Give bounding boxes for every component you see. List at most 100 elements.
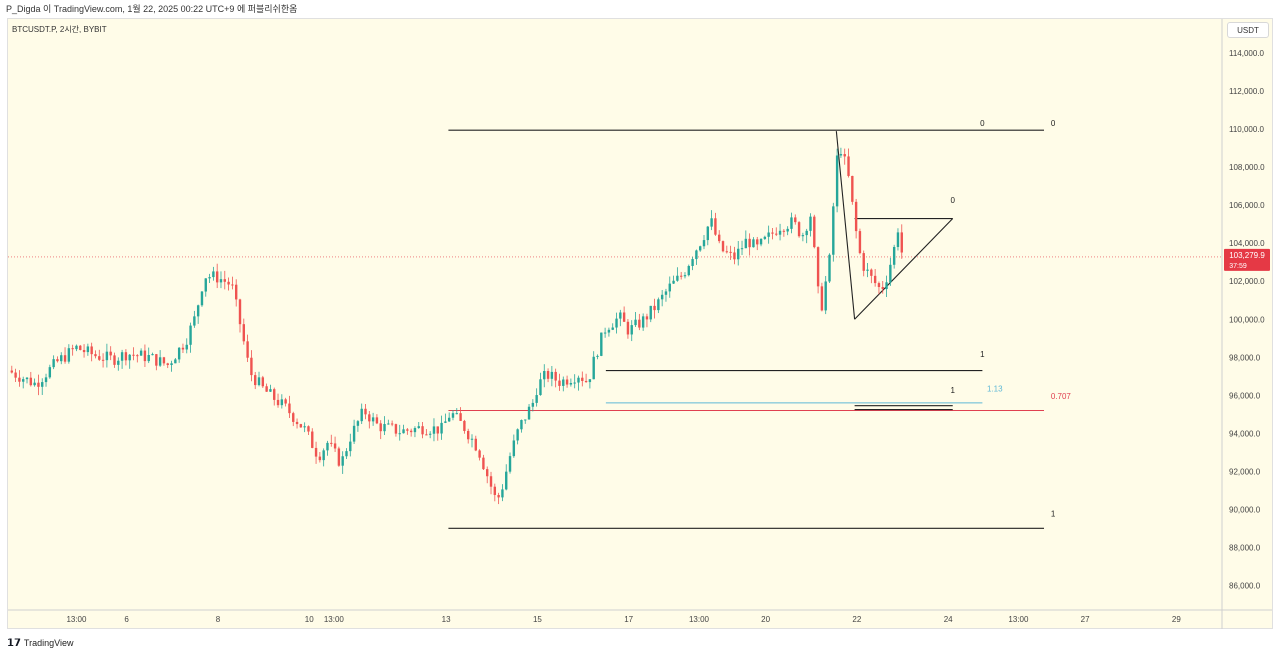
candle-body (117, 360, 120, 365)
candle-body (227, 281, 230, 285)
candle-body (577, 377, 580, 383)
candle-body (444, 421, 447, 423)
candle-body (360, 408, 363, 422)
candle-body (288, 403, 291, 414)
candle-body (269, 389, 272, 392)
candle-body (466, 430, 470, 440)
candle-body (48, 367, 52, 378)
candle-body (166, 363, 169, 366)
candle-body (409, 430, 413, 433)
symbol-label: BTCUSDT.P, 2시간, BYBIT (12, 25, 107, 34)
candle-body (432, 426, 436, 434)
candle-body (896, 232, 900, 247)
candle-body (809, 216, 812, 231)
candle-body (797, 222, 801, 237)
candle-body (193, 316, 196, 326)
candle-body (634, 319, 637, 326)
candle-body (737, 248, 740, 260)
candle-body (607, 329, 611, 333)
y-tick-label: 114,000.0 (1229, 49, 1265, 58)
candle-body (170, 363, 173, 366)
y-tick-label: 94,000.0 (1229, 429, 1261, 438)
candle-body (177, 347, 181, 360)
candle-body (775, 233, 778, 235)
candle-body (280, 399, 284, 406)
y-tick-label: 92,000.0 (1229, 467, 1261, 476)
x-tick-label: 17 (624, 615, 633, 624)
candle-body (436, 426, 439, 434)
candle-body (200, 291, 204, 306)
x-tick-label: 22 (852, 615, 861, 624)
candle-body (63, 355, 67, 362)
candle-body (482, 457, 485, 470)
candle-body (421, 426, 424, 435)
candle-body (660, 294, 664, 300)
candle-body (900, 232, 903, 253)
level-label: 1 (950, 386, 955, 395)
y-tick-label: 112,000.0 (1229, 87, 1265, 96)
candle-body (505, 471, 508, 490)
candle-body (695, 250, 698, 260)
candle-body (558, 380, 561, 386)
candle-body (341, 456, 344, 466)
candle-body (56, 359, 59, 362)
candle-body (52, 359, 55, 368)
candle-body (345, 451, 348, 457)
currency-selector[interactable]: USDT (1227, 22, 1269, 38)
candle-body (600, 332, 603, 356)
candle-body (486, 469, 489, 477)
candle-body (870, 269, 873, 276)
candle-body (368, 414, 371, 422)
candle-body (387, 423, 390, 425)
candle-body (698, 246, 702, 251)
candle-body (246, 341, 249, 358)
candle-body (858, 231, 862, 254)
trend-segment (854, 218, 954, 320)
candle-body (493, 486, 497, 495)
candle-body (782, 230, 786, 232)
candle-body (90, 346, 93, 355)
candle-body (394, 424, 398, 434)
candle-body (805, 230, 808, 236)
candle-body (417, 426, 420, 429)
x-tick-label: 13 (442, 615, 451, 624)
candle-body (584, 380, 588, 383)
candle-body (489, 476, 493, 487)
candle-body (721, 241, 725, 252)
level-label: 1 (1051, 510, 1056, 519)
level-label: 0.707 (1051, 392, 1072, 401)
candle-body (204, 278, 207, 292)
x-tick-label: 10 (305, 615, 314, 624)
candle-body (702, 240, 706, 247)
candle-body (231, 284, 234, 286)
candle-body (292, 413, 295, 422)
candle-body (622, 312, 626, 322)
candle-body (508, 456, 512, 472)
candle-body (349, 441, 352, 452)
candle-body (105, 351, 109, 361)
candle-body (33, 382, 36, 386)
footer-brand[interactable]: 𝟭𝟳 TradingView (7, 636, 73, 650)
candle-body (679, 275, 683, 277)
candle-body (653, 305, 656, 311)
candle-body (889, 264, 892, 283)
candle-body (322, 450, 325, 461)
candle-body (672, 280, 675, 284)
candle-body (94, 354, 97, 357)
candle-body (527, 406, 531, 420)
candle-body (398, 433, 401, 435)
candle-body (60, 355, 63, 362)
candle-body (82, 349, 86, 353)
candle-body (212, 271, 215, 278)
candle-body (725, 251, 729, 253)
level-label: 1 (980, 350, 985, 359)
candle-body (801, 235, 805, 237)
candle-body (478, 450, 481, 458)
candle-body (550, 371, 554, 379)
candle-body (155, 354, 158, 366)
candle-body (318, 456, 322, 461)
candle-body (740, 248, 744, 250)
candle-body (531, 402, 535, 407)
candle-body (714, 218, 717, 235)
